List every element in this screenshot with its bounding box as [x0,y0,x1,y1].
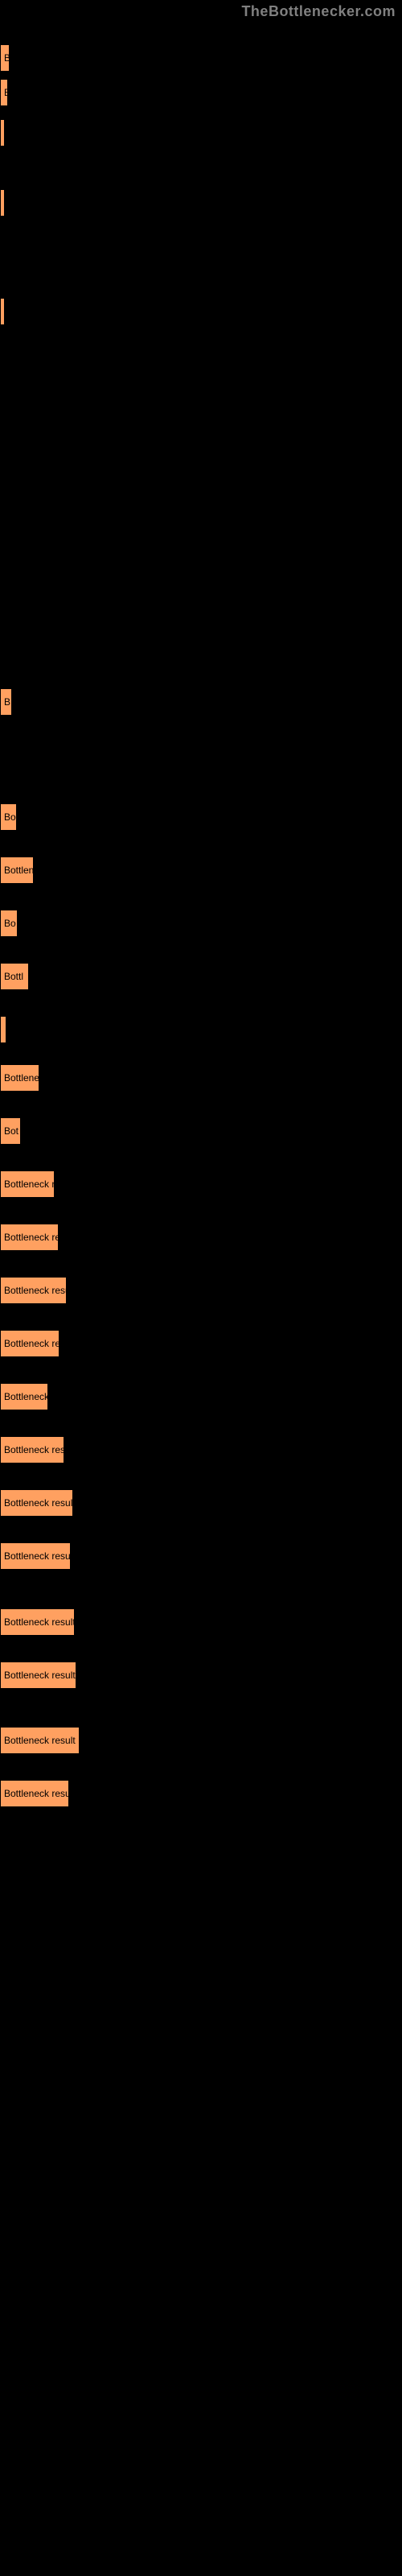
bar-row: Bottleneck resu [0,1780,69,1807]
bar: Bottl [0,963,29,990]
bar [0,298,5,325]
bar: Bottlen [0,857,34,884]
bar: Bottlene [0,1064,39,1092]
bar-row: Bottleneck resul [0,1542,71,1570]
bar-row: Bottleneck [0,1383,48,1410]
bar-row: Bot [0,1117,21,1145]
bar: Bottleneck result [0,1727,80,1754]
bar-chart: TheBottlenecker.com BBBBoBottlenBoBottlB… [0,0,402,2576]
bar: Bottleneck [0,1383,48,1410]
bar-row [0,119,5,147]
bar: Bottleneck resu [0,1277,67,1304]
bar-row [0,1016,6,1043]
bar: Bottleneck result [0,1662,76,1689]
bar-row: Bottleneck result [0,1608,75,1636]
bar [0,1016,6,1043]
bar: Bottleneck resul [0,1542,71,1570]
bar-row: Bottlene [0,1064,39,1092]
bar-row: Bottl [0,963,29,990]
bar-row: Bottleneck res [0,1436,64,1463]
bar: B [0,44,10,72]
bar [0,189,5,217]
bar: Bottleneck res [0,1436,64,1463]
bar-row [0,298,5,325]
bar: B [0,79,8,106]
bar [0,119,5,147]
bar-row: B [0,79,8,106]
bar-row: Bottleneck result [0,1727,80,1754]
bar: Bottleneck re [0,1330,59,1357]
watermark-text: TheBottlenecker.com [241,3,396,20]
bar-row: Bottleneck re [0,1224,59,1251]
bar: Bottleneck resu [0,1780,69,1807]
bar-row: B [0,688,12,716]
bar: Bottleneck result [0,1608,75,1636]
bar-row: Bottleneck r [0,1170,55,1198]
bar-row: Bottleneck resu [0,1277,67,1304]
bar: Bot [0,1117,21,1145]
bar: Bottleneck re [0,1224,59,1251]
bar-row: Bo [0,910,18,937]
bar: Bo [0,803,17,831]
bar-row: Bo [0,803,17,831]
bar-row: Bottleneck result [0,1489,73,1517]
bar: Bottleneck r [0,1170,55,1198]
bar-row: Bottleneck re [0,1330,59,1357]
bar: Bo [0,910,18,937]
bar: B [0,688,12,716]
bar-row [0,189,5,217]
bar-row: Bottlen [0,857,34,884]
bar-row: B [0,44,10,72]
bar-row: Bottleneck result [0,1662,76,1689]
bar: Bottleneck result [0,1489,73,1517]
